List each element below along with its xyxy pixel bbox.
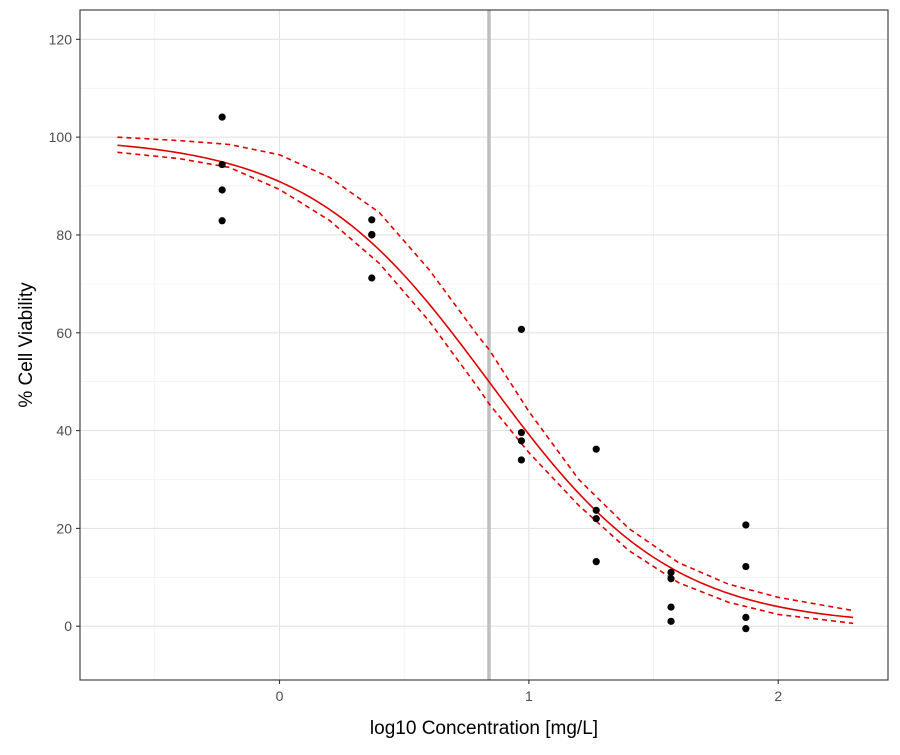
data-point — [592, 506, 600, 514]
data-point — [368, 274, 376, 282]
y-tick-label: 120 — [49, 31, 73, 47]
data-point — [667, 575, 675, 583]
data-points-layer — [218, 113, 750, 633]
data-point — [517, 325, 526, 333]
y-tick-label: 20 — [56, 520, 72, 536]
y-axis-ticks: 0 20 40 60 80 100 120 — [49, 31, 80, 634]
x-tick-label: 1 — [525, 688, 533, 704]
x-tick-label: 0 — [276, 688, 284, 704]
data-point — [592, 445, 600, 453]
data-point — [218, 217, 226, 225]
data-point — [517, 437, 526, 445]
confidence-band-lower — [117, 151, 854, 625]
x-axis-title: log10 Concentration [mg/L] — [370, 718, 598, 739]
data-point — [368, 231, 376, 239]
data-point — [517, 456, 526, 464]
data-point — [742, 562, 750, 571]
x-tick-label: 2 — [774, 688, 782, 704]
data-point — [742, 625, 750, 633]
data-point — [218, 186, 226, 194]
fit-curve-line — [117, 144, 854, 619]
data-point — [218, 113, 226, 121]
data-point — [368, 216, 376, 224]
y-tick-label: 40 — [56, 423, 72, 439]
data-point — [517, 428, 526, 437]
confidence-band-layer — [117, 136, 854, 625]
y-tick-label: 60 — [56, 325, 72, 341]
data-point — [667, 568, 675, 577]
fit-curve-layer — [117, 144, 854, 619]
data-point — [592, 558, 600, 566]
data-point — [742, 521, 750, 529]
y-tick-label: 80 — [56, 227, 72, 243]
y-axis-title: % Cell Viability — [16, 282, 37, 408]
y-tick-label: 0 — [64, 618, 72, 634]
confidence-band-upper — [117, 136, 854, 612]
plot-panel — [80, 10, 888, 680]
data-point — [742, 613, 750, 622]
major-gridlines — [80, 10, 888, 680]
data-point — [667, 617, 675, 625]
data-point — [218, 160, 226, 169]
y-tick-label: 100 — [49, 129, 73, 145]
x-axis-ticks: 0 1 2 — [276, 680, 782, 704]
data-point — [667, 603, 675, 611]
plot-panel-border — [79, 9, 889, 681]
minor-gridlines — [80, 10, 888, 680]
data-point — [592, 515, 600, 523]
